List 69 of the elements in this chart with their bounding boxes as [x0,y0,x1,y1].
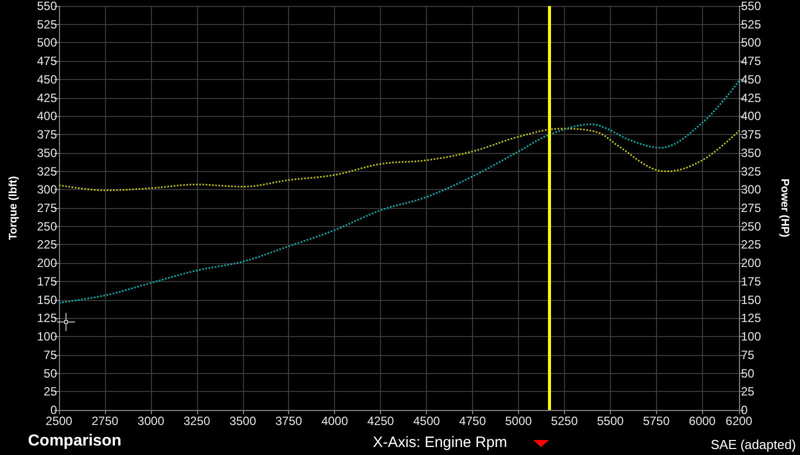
y2-tick-label: 425 [741,90,762,105]
y2-tick-label: 275 [741,201,762,215]
y-tick-label: 375 [36,128,58,142]
x-axis-title: X-Axis: Engine Rpm [372,434,508,451]
y2-tick-label: 250 [741,219,762,234]
y2-tick-label: 75 [741,348,755,362]
x-tick-label: 3250 [183,414,211,428]
y-tick-label: 150 [36,292,58,307]
line-series [58,128,740,192]
y2-tick-label: 125 [741,311,762,326]
text: SAE (adapted) [710,437,796,452]
y2-tick-label: 300 [741,182,762,197]
y2-tick-label: 525 [741,17,762,32]
y-tick-label: 75 [44,348,58,362]
y-axis-title: Torque (lbft) [8,176,20,240]
y-tick-label: 350 [36,146,58,160]
y-tick-label: 50 [44,366,58,380]
x-tick-label: 4250 [367,414,394,428]
y-tick-label: 250 [36,219,58,234]
y-tick-label: 525 [36,17,58,32]
y-tick-label: 0 [50,403,58,417]
line-series [58,80,740,304]
y-tick-label: 125 [36,311,58,326]
x-tick-label: 5750 [642,414,670,428]
y2-tick-label: 325 [741,164,762,178]
y2-axis-title: Power (HP) [778,178,790,238]
y2-tick-label: 200 [741,256,762,270]
y2-tick-label: 400 [741,109,762,124]
y2-tick-label: 350 [741,146,762,160]
x-tick-label: 6200 [726,414,753,428]
text: Comparison [28,432,122,450]
y2-tick-label: 50 [741,366,755,380]
y-tick-label: 550 [36,0,58,13]
y2-tick-label: 375 [741,128,762,142]
y-tick-label: 325 [36,164,58,178]
x-tick-label: 4500 [413,414,440,428]
y-tick-label: 225 [36,238,58,252]
y-tick-label: 175 [36,274,58,288]
y-tick-label: 275 [36,201,58,215]
x-tick-label: 3000 [138,414,165,428]
y2-tick-label: 100 [741,330,762,344]
x-tick-label: 5000 [505,414,532,428]
y-tick-label: 400 [36,109,58,124]
y2-tick-label: 150 [741,292,762,307]
y-tick-label: 200 [36,256,58,270]
y-tick-label: 475 [36,54,58,68]
x-tick-label: 4750 [459,414,486,428]
y2-tick-label: 175 [741,274,762,288]
y2-tick-label: 25 [741,384,755,399]
x-tick-label: 6000 [688,414,716,428]
x-tick-label: 2500 [46,414,73,428]
y2-tick-label: 500 [741,36,762,50]
y-tick-label: 300 [36,182,58,197]
y-tick-label: 100 [36,330,58,344]
y2-tick-label: 225 [741,238,762,252]
y2-tick-label: 475 [741,54,762,68]
y-tick-label: 25 [44,384,58,399]
y2-tick-label: 450 [741,72,762,86]
x-tick-label: 5500 [597,414,624,428]
x-tick-label: 4000 [321,414,348,428]
x-tick-label: 2750 [92,414,119,428]
y2-tick-label: 550 [741,0,762,13]
y-tick-label: 425 [36,90,58,105]
x-tick-label: 3750 [275,414,302,428]
y-tick-label: 500 [36,36,58,50]
y2-tick-label: 0 [741,403,748,417]
y-tick-label: 450 [36,72,58,86]
x-tick-label: 3500 [229,414,256,428]
x-tick-label: 5250 [551,414,578,428]
